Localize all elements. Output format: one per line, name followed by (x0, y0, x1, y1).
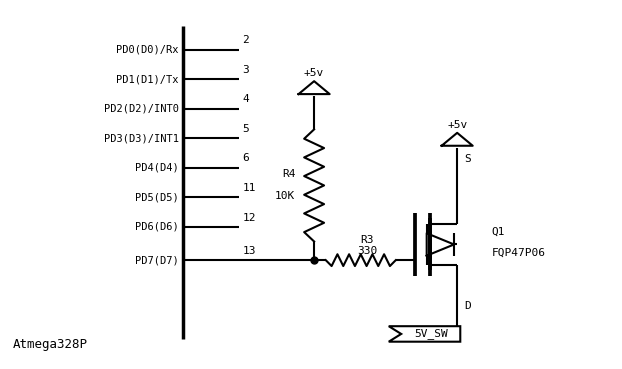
Text: 11: 11 (243, 183, 256, 193)
Text: S: S (465, 154, 471, 164)
Text: PD1(D1)/Tx: PD1(D1)/Tx (116, 74, 179, 85)
Text: 4: 4 (243, 94, 249, 104)
Text: +5v: +5v (447, 120, 467, 130)
Text: PD2(D2)/INT0: PD2(D2)/INT0 (103, 104, 179, 114)
Text: R4: R4 (282, 169, 295, 179)
Text: 5: 5 (243, 124, 249, 134)
Text: 5V_SW: 5V_SW (414, 328, 448, 339)
Text: PD4(D4): PD4(D4) (135, 163, 179, 173)
Text: FQP47P06: FQP47P06 (491, 248, 545, 258)
Text: 12: 12 (243, 213, 256, 223)
Text: 10K: 10K (275, 192, 295, 201)
Text: Q1: Q1 (491, 227, 505, 237)
Text: PD0(D0)/Rx: PD0(D0)/Rx (116, 45, 179, 55)
Text: Atmega328P: Atmega328P (12, 338, 88, 351)
Text: PD5(D5): PD5(D5) (135, 192, 179, 203)
Text: 2: 2 (243, 35, 249, 45)
Text: 6: 6 (243, 154, 249, 163)
Text: D: D (465, 301, 471, 311)
Text: +5v: +5v (304, 68, 324, 78)
Text: PD3(D3)/INT1: PD3(D3)/INT1 (103, 133, 179, 144)
Text: 13: 13 (243, 246, 256, 256)
Text: PD6(D6): PD6(D6) (135, 222, 179, 232)
Text: 3: 3 (243, 65, 249, 75)
Text: PD7(D7): PD7(D7) (135, 255, 179, 265)
Text: R3: R3 (360, 235, 374, 245)
Text: 330: 330 (357, 246, 377, 256)
